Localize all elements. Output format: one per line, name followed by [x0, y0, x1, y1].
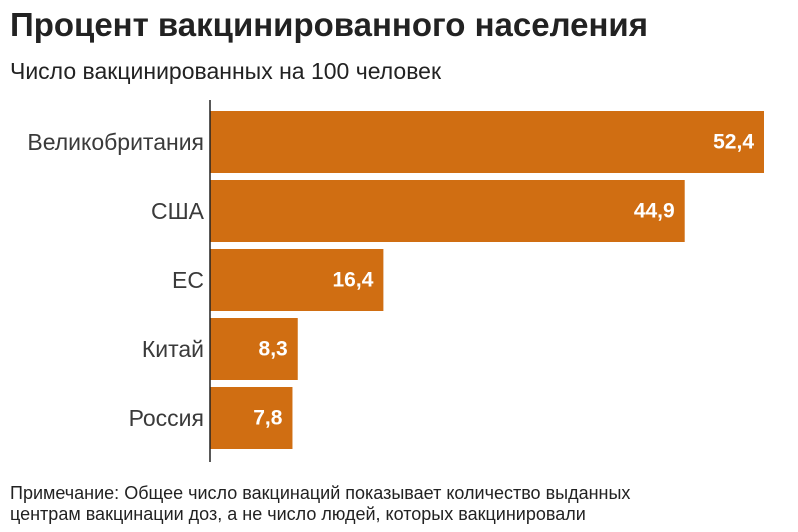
category-label-2: ЕС — [172, 267, 204, 293]
category-label-1: США — [151, 198, 205, 224]
footnote: Примечание: Общее число вакцинаций показ… — [10, 483, 790, 525]
bar-4 — [210, 387, 293, 449]
value-label-3: 8,3 — [259, 338, 288, 361]
chart-subtitle: Число вакцинированных на 100 человек — [10, 58, 442, 84]
bar-2 — [210, 249, 384, 311]
footnote-line-2: центрам вакцинации доз, а не число людей… — [10, 504, 586, 524]
bar-0 — [210, 111, 764, 173]
value-label-4: 7,8 — [253, 407, 283, 430]
value-label-0: 52,4 — [713, 131, 754, 154]
footnote-line-1: Примечание: Общее число вакцинаций показ… — [10, 483, 631, 503]
category-label-0: Великобритания — [27, 129, 204, 155]
value-label-1: 44,9 — [634, 200, 675, 223]
category-label-3: Китай — [142, 336, 204, 362]
value-label-2: 16,4 — [333, 269, 374, 292]
bar-1 — [210, 180, 685, 242]
category-label-4: Россия — [129, 405, 204, 431]
chart-title: Процент вакцинированного населения — [10, 6, 648, 43]
bar-3 — [210, 318, 298, 380]
